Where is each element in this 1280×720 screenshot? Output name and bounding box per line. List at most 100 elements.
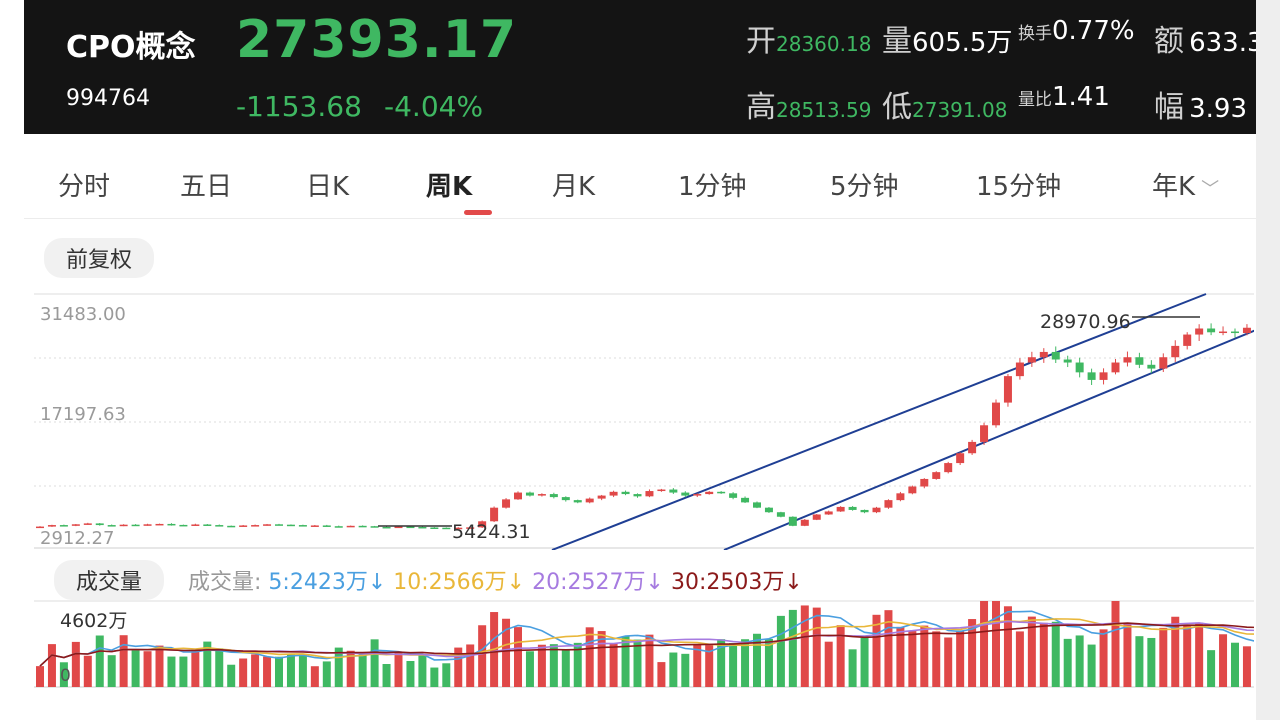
volume-ma20: 20:2527万↓ (532, 570, 664, 595)
volume-ma30-value: 30:2503万 (670, 570, 785, 595)
volume-bar (430, 667, 439, 687)
candle-body (525, 492, 534, 496)
candle-body (310, 525, 319, 527)
price-change: -1153.68 (236, 90, 362, 123)
candle-body (824, 511, 833, 515)
candle-body (1195, 328, 1204, 335)
volume-bar (1242, 646, 1251, 687)
period-tabs: 分时 五日 日K 周K 月K 1分钟 5分钟 15分钟 年K ﹀ (24, 142, 1256, 219)
volume-bar (525, 651, 534, 687)
last-price: 27393.17 (236, 10, 518, 70)
volume-bar (561, 650, 570, 687)
candle-body (502, 499, 511, 508)
tab-5min[interactable]: 5分钟 (830, 172, 899, 202)
volume-bar (478, 625, 487, 687)
price-change-pct: -4.04% (384, 90, 484, 123)
volume-labels: 4602万 0 (60, 610, 127, 686)
volume-bar (275, 656, 283, 687)
volume-bar (800, 605, 809, 687)
y-tick-label: 31483.00 (40, 304, 126, 325)
tab-yearly-k[interactable]: 年K ﹀ (1152, 166, 1219, 203)
stat-amplitude: 幅 3.93 (1154, 82, 1247, 126)
candle-body (47, 525, 56, 527)
candle-body (263, 524, 272, 526)
tab-five-day[interactable]: 五日 (180, 172, 233, 202)
volume-bar (215, 648, 224, 687)
volume-bar (717, 639, 726, 687)
chart-labels: 31483.00 17197.63 2912.27 5424.31 28970.96 (40, 304, 1200, 549)
candle-body (669, 489, 678, 493)
volume-bar (394, 651, 403, 687)
stat-volume-label: 量 (882, 24, 912, 59)
tab-1min[interactable]: 1分钟 (678, 172, 747, 202)
channel-lower-line (723, 329, 1254, 550)
candle-body (1147, 364, 1156, 369)
stat-amount: 额 633.3 (1154, 16, 1256, 60)
stat-turnover-label: 换手 (1018, 24, 1052, 44)
candle-body (561, 497, 570, 501)
candle-body (1219, 331, 1228, 334)
candle-body (573, 500, 582, 503)
tab-monthly-k[interactable]: 月K (552, 172, 596, 202)
candle-body (621, 491, 630, 495)
active-tab-indicator (464, 210, 492, 215)
volume-bar (382, 664, 391, 687)
candle-body (322, 525, 331, 527)
candle-body (215, 525, 224, 527)
volume-chart[interactable]: 4602万 0 (34, 600, 1254, 718)
volume-bar (47, 644, 56, 687)
scroll-strip (1256, 0, 1280, 720)
volume-bar (1111, 601, 1120, 687)
candle-body (36, 526, 44, 529)
candle-body (1039, 351, 1048, 358)
candle-body (992, 402, 1000, 426)
volume-bar (203, 641, 212, 687)
candle-body (896, 493, 905, 501)
candle-body (848, 506, 857, 510)
volume-bar (549, 644, 558, 687)
candle-body (585, 498, 594, 503)
volume-bar (992, 601, 1000, 687)
volume-ma-legend: 成交量: 5:2423万↓ 10:2566万↓ 20:2527万↓ 30:250… (188, 564, 803, 596)
volume-bar (860, 637, 869, 687)
volume-bar (1051, 621, 1060, 687)
volume-bar (155, 645, 164, 687)
candle-body (788, 516, 797, 526)
volume-bar (59, 662, 68, 687)
volume-ma10-value: 10:2566万 (393, 570, 507, 595)
candle-body (764, 507, 773, 513)
volume-grid (34, 600, 1254, 688)
volume-ma-lines (39, 610, 1254, 667)
candle-body (478, 521, 487, 528)
volume-bar (179, 656, 188, 687)
volume-bar (1135, 636, 1144, 687)
candle-body (454, 527, 463, 530)
candle-body (836, 506, 845, 512)
volume-bar (776, 615, 785, 687)
tab-15min[interactable]: 15分钟 (976, 172, 1062, 202)
candle-body (1135, 357, 1144, 365)
volume-indicator-button[interactable]: 成交量 (54, 560, 165, 600)
candle-body (717, 491, 726, 494)
volume-bar (585, 627, 594, 687)
stat-turnover-value: 0.77% (1052, 16, 1135, 46)
stat-amplitude-value: 3.93 (1189, 94, 1247, 124)
candlestick-chart[interactable]: 31483.00 17197.63 2912.27 5424.31 28970.96 (34, 292, 1254, 550)
volume-bar (753, 633, 761, 687)
volume-ma-line (39, 618, 1254, 667)
volume-bar (1039, 622, 1048, 687)
candle-body (549, 494, 558, 498)
volume-ma20-value: 20:2527万 (532, 570, 646, 595)
adjust-mode-button[interactable]: 前复权 (44, 238, 155, 278)
tab-intraday[interactable]: 分时 (58, 172, 111, 202)
volume-bar (848, 649, 857, 687)
volume-bar (346, 650, 355, 687)
volume-bar (968, 619, 977, 687)
stat-amount-label: 额 (1154, 24, 1184, 59)
volume-bar (908, 631, 917, 687)
volume-ma-line (39, 622, 1254, 667)
tab-daily-k[interactable]: 日K (306, 172, 350, 202)
stat-open: 开28360.18 (746, 16, 871, 60)
tab-weekly-k[interactable]: 周K (426, 172, 473, 202)
candle-body (394, 526, 403, 529)
